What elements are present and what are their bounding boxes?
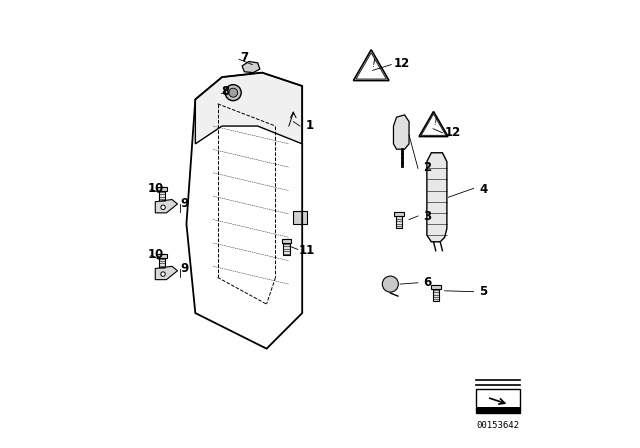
Circle shape: [161, 272, 165, 276]
Bar: [293, 211, 307, 224]
Text: 5: 5: [479, 285, 487, 298]
Bar: [159, 187, 165, 203]
Bar: [159, 254, 165, 270]
Text: 2: 2: [423, 161, 431, 174]
Polygon shape: [156, 266, 177, 280]
Text: 11: 11: [299, 244, 316, 257]
Text: 00153642: 00153642: [477, 421, 520, 430]
Bar: [284, 239, 290, 255]
Bar: [157, 187, 167, 191]
Polygon shape: [242, 61, 260, 73]
Bar: [433, 285, 439, 301]
Bar: [476, 389, 520, 413]
Text: 12: 12: [445, 126, 461, 139]
Text: !: !: [371, 59, 376, 69]
Text: !: !: [433, 118, 436, 127]
Text: 12: 12: [394, 57, 410, 70]
Polygon shape: [394, 115, 409, 149]
Bar: [394, 211, 404, 215]
Bar: [396, 211, 403, 228]
Polygon shape: [195, 73, 302, 144]
Text: 10: 10: [147, 248, 163, 261]
Text: 8: 8: [221, 85, 229, 98]
Text: 1: 1: [306, 119, 314, 132]
Text: 4: 4: [479, 183, 487, 196]
Circle shape: [228, 88, 237, 97]
Bar: [431, 285, 440, 289]
Bar: [282, 239, 291, 243]
Circle shape: [225, 85, 241, 101]
Text: 7: 7: [240, 51, 248, 64]
Polygon shape: [427, 153, 447, 242]
Bar: [476, 407, 520, 413]
Circle shape: [382, 276, 398, 292]
Text: 9: 9: [180, 262, 189, 275]
Circle shape: [161, 205, 165, 210]
Text: 10: 10: [147, 182, 163, 195]
Polygon shape: [156, 199, 177, 213]
Text: 9: 9: [180, 197, 189, 210]
Text: 3: 3: [423, 211, 431, 224]
Bar: [157, 254, 167, 258]
Text: 6: 6: [423, 276, 431, 289]
